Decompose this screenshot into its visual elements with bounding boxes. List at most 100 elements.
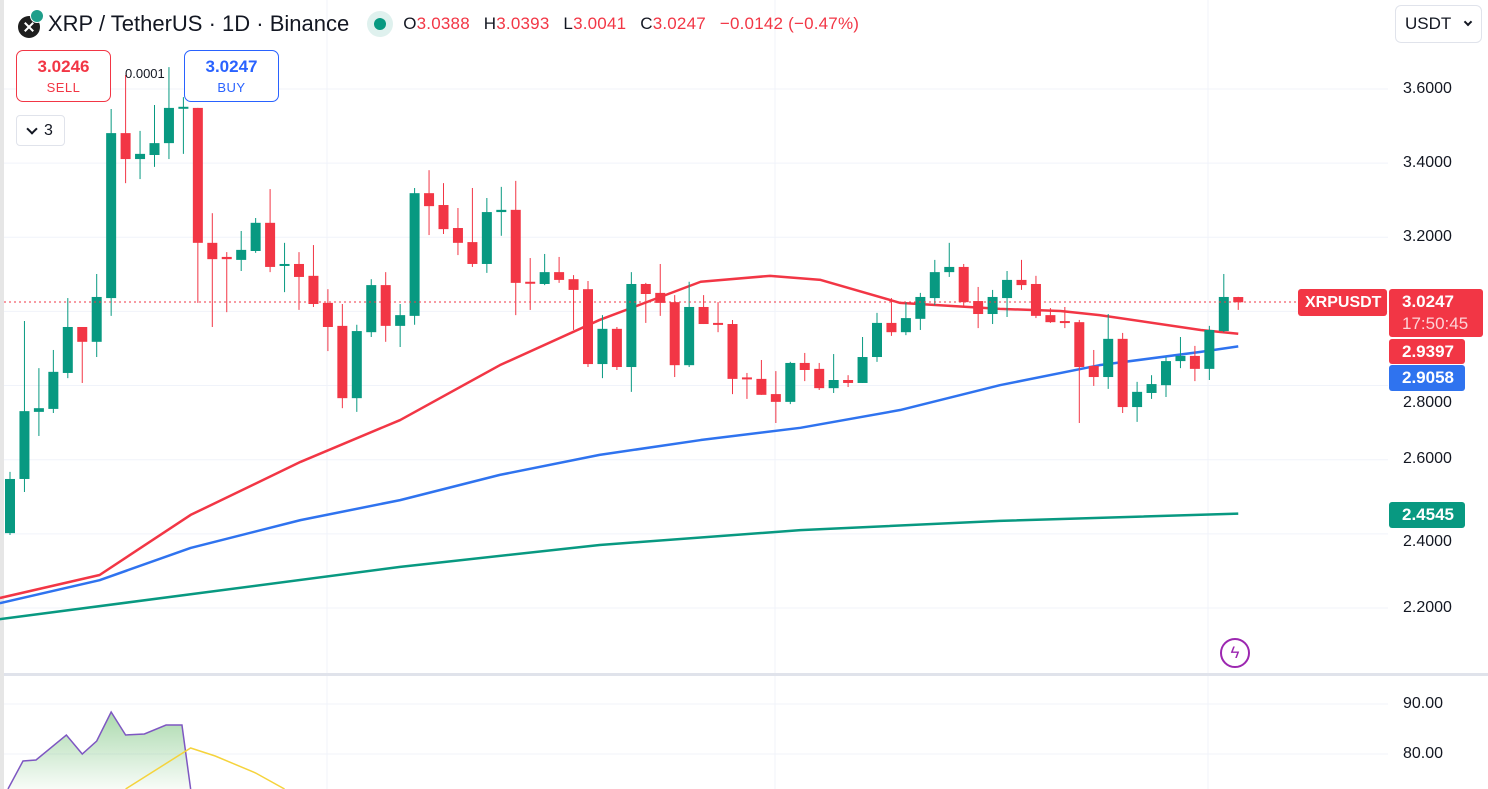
candle-body (337, 325, 348, 399)
candle (958, 263, 969, 307)
candle (366, 279, 377, 337)
candle (597, 315, 608, 379)
candle-body (120, 133, 131, 160)
ohlc-values: O3.0388 H3.0393 L3.0041 C3.0247 −0.0142 … (403, 14, 860, 33)
currency-select[interactable]: USDT (1395, 5, 1482, 43)
candle-body (19, 411, 30, 479)
candle (1218, 273, 1229, 333)
candle-body (77, 326, 88, 342)
candle-body (698, 306, 709, 325)
candle (539, 253, 550, 286)
ma-blue-value-tag: 2.9058 (1389, 365, 1465, 391)
symbol-tag: XRPUSDT (1298, 289, 1387, 316)
candle-body (221, 256, 232, 260)
candle (265, 189, 276, 273)
candle-body (236, 249, 247, 260)
price-axis-label: 2.6000 (1403, 450, 1452, 467)
candle-body (192, 107, 203, 243)
candle (496, 186, 507, 236)
candle (1132, 381, 1143, 422)
lightning-icon[interactable]: ϟ (1220, 638, 1250, 668)
price-axis-label: 2.4000 (1403, 533, 1452, 550)
candle-body (496, 209, 507, 213)
candle (452, 207, 463, 256)
candle-body (886, 322, 897, 333)
candle (626, 272, 637, 392)
symbol-title[interactable]: XRP / TetherUS · 1D · Binance (48, 11, 350, 36)
candle-body (1132, 391, 1143, 408)
candle (467, 187, 478, 267)
candle (698, 295, 709, 325)
candle-body (655, 292, 666, 303)
candle (1059, 306, 1070, 329)
price-axis-label: 2.2000 (1403, 599, 1452, 616)
candle-body (106, 133, 117, 299)
candle (337, 304, 348, 409)
indicators-toggle-button[interactable]: 3 (16, 115, 65, 146)
candle-body (785, 362, 796, 402)
oscillator-signal-line (125, 747, 285, 789)
candle-body (684, 306, 695, 366)
candle-body (828, 379, 839, 389)
candle (149, 104, 160, 167)
candle (250, 218, 261, 253)
candle (1204, 325, 1215, 380)
moving-average-line (0, 345, 1239, 605)
pane-separator[interactable] (4, 673, 1488, 676)
candle-body (1030, 283, 1041, 316)
price-axis-label: 3.2000 (1403, 228, 1452, 245)
candle (886, 298, 897, 336)
candle (510, 180, 521, 316)
market-open-status-icon[interactable] (367, 11, 394, 37)
candle (828, 354, 839, 393)
candle-body (756, 378, 767, 395)
buy-button[interactable]: 3.0247 BUY (184, 50, 279, 102)
ma-green-value-tag: 2.4545 (1389, 502, 1465, 528)
candle (1074, 319, 1085, 424)
candle-body (843, 379, 854, 383)
candle-body (1088, 365, 1099, 378)
candle-body (640, 283, 651, 294)
candle-body (207, 242, 218, 260)
candle (568, 275, 579, 330)
candle-body (1175, 355, 1186, 362)
candle-body (1016, 279, 1027, 286)
candle-body (294, 263, 304, 277)
candle-body (814, 368, 825, 389)
candle-body (481, 212, 492, 264)
candle (294, 252, 304, 310)
candle (48, 349, 59, 413)
candle (785, 361, 796, 405)
candle-body (857, 357, 868, 383)
candle-body (1002, 279, 1013, 299)
candle (279, 242, 290, 293)
chevron-down-icon (1463, 17, 1473, 27)
candle-body (163, 107, 174, 144)
candle (322, 289, 333, 352)
candle-body (944, 266, 955, 273)
candle-body (265, 222, 276, 267)
candle-body (770, 394, 781, 402)
candle-body (424, 193, 435, 207)
candle-body (872, 322, 882, 358)
candle (799, 352, 810, 382)
bar-countdown: 17:50:45 (1402, 314, 1469, 333)
candle (741, 372, 752, 399)
candle (308, 245, 319, 307)
candle-body (958, 266, 969, 303)
candle (973, 286, 984, 329)
candle (814, 362, 825, 391)
moving-average-line (0, 274, 1239, 600)
candle (900, 302, 911, 336)
candle-body (135, 153, 146, 160)
candle (1189, 345, 1200, 382)
candle-body (5, 478, 15, 534)
candle (611, 326, 622, 370)
candle (120, 74, 131, 184)
candle (33, 368, 44, 436)
sell-button[interactable]: 3.0246 SELL (16, 50, 111, 102)
candle-body (91, 296, 102, 342)
spread-value: 0.0001 (125, 66, 165, 81)
candle (1175, 336, 1186, 369)
